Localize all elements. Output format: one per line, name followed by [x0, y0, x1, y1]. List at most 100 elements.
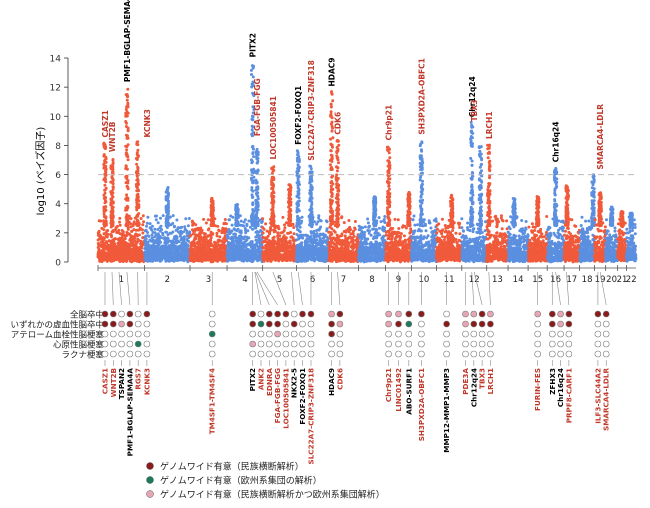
snp-point [171, 222, 175, 225]
snp-point [296, 169, 300, 173]
snp-point [309, 167, 313, 171]
snp-point [125, 136, 129, 140]
snp-point [191, 255, 195, 259]
snp-point [306, 243, 310, 247]
snp-point [129, 217, 133, 221]
snp-point [283, 223, 286, 227]
snp-point [317, 234, 321, 238]
snp-point [296, 192, 300, 196]
snp-point [137, 233, 141, 237]
snp-point [318, 257, 322, 261]
snp-point [104, 169, 107, 173]
snp-point [321, 239, 325, 243]
snp-point [252, 147, 255, 151]
snp-point [196, 249, 200, 253]
snp-point [249, 243, 253, 247]
snp-point [111, 250, 115, 254]
snp-point [311, 251, 315, 255]
snp-point [100, 237, 104, 240]
snp-point [122, 239, 126, 243]
snp-point [132, 250, 136, 254]
snp-point [277, 239, 280, 243]
snp-point [125, 148, 129, 152]
snp-point [125, 230, 129, 234]
snp-point [102, 209, 106, 213]
snp-point [165, 204, 169, 208]
snp-point [299, 242, 303, 246]
snp-point [255, 193, 259, 197]
snp-point [125, 114, 129, 118]
snp-point [288, 214, 292, 218]
snp-point [136, 148, 140, 152]
snp-point [122, 246, 126, 250]
snp-point [236, 227, 240, 231]
snp-point [249, 216, 253, 220]
snp-point [221, 226, 225, 230]
snp-point [175, 218, 179, 222]
snp-point [209, 234, 213, 238]
snp-point [148, 252, 152, 256]
snp-point [134, 244, 138, 248]
snp-point [313, 247, 317, 251]
snp-point [302, 233, 306, 237]
snp-point [208, 258, 212, 262]
snp-point [124, 234, 127, 238]
snp-point [103, 221, 107, 224]
snp-point [195, 245, 198, 249]
snp-point [199, 243, 203, 247]
snp-point [166, 239, 170, 243]
snp-point [135, 151, 139, 155]
snp-point [300, 215, 304, 219]
snp-point [204, 221, 208, 225]
snp-point [211, 220, 215, 223]
snp-point [218, 235, 222, 239]
snp-point [126, 105, 130, 109]
snp-point [173, 224, 176, 228]
snp-point [124, 93, 128, 97]
snp-point [108, 258, 112, 262]
snp-point [150, 224, 154, 228]
snp-point [222, 237, 226, 241]
snp-point [189, 241, 193, 245]
snp-point [272, 165, 276, 169]
snp-point [158, 258, 162, 262]
snp-point [256, 197, 260, 201]
snp-point [307, 253, 311, 257]
snp-point [118, 220, 121, 224]
snp-point [202, 232, 206, 235]
snp-point [206, 218, 210, 222]
snp-point [96, 254, 100, 258]
snp-point [194, 223, 198, 227]
snp-point [126, 196, 130, 200]
snp-point [234, 236, 238, 240]
y-tick-label: 10 [50, 113, 62, 123]
snp-point [132, 228, 136, 232]
snp-point [125, 98, 129, 102]
snp-point [101, 242, 105, 246]
snp-point [250, 193, 254, 197]
snp-point [128, 247, 132, 251]
snp-point [111, 182, 115, 186]
snp-point [140, 228, 144, 232]
snp-point [200, 247, 204, 251]
snp-point [138, 254, 142, 258]
snp-point [276, 231, 280, 235]
snp-point [218, 256, 222, 260]
snp-point [147, 249, 151, 253]
snp-point [257, 238, 260, 242]
snp-point [292, 242, 296, 246]
snp-point [247, 248, 250, 252]
snp-point [226, 259, 230, 263]
snp-point [155, 251, 159, 255]
snp-point [125, 184, 129, 188]
snp-point [153, 227, 157, 231]
snp-point [310, 175, 313, 179]
snp-point [323, 259, 327, 263]
snp-point [296, 215, 300, 219]
snp-point [248, 225, 252, 229]
snp-point [304, 249, 307, 253]
snp-point [182, 246, 186, 250]
snp-point [102, 228, 106, 232]
snp-point [148, 254, 152, 258]
snp-point [209, 212, 213, 216]
